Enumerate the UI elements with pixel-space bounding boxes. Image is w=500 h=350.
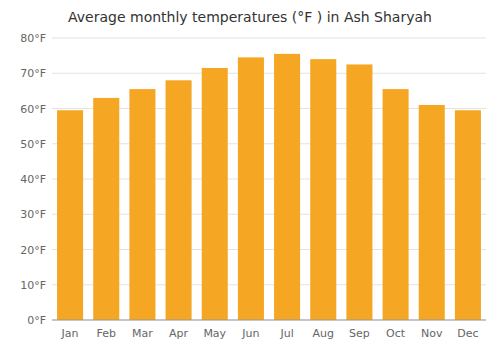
x-tick-label: Feb — [97, 327, 116, 340]
bar — [57, 110, 83, 320]
grid-line — [52, 38, 486, 39]
y-tick-label: 60°F — [20, 103, 46, 116]
grid-line — [52, 73, 486, 74]
y-tick-label: 10°F — [20, 279, 46, 292]
x-tick-label: Jun — [241, 327, 259, 340]
x-axis-line — [52, 320, 486, 321]
bar — [202, 68, 228, 320]
grid — [52, 38, 486, 320]
x-tick-label: Aug — [313, 327, 334, 340]
x-tick-label: Apr — [169, 327, 189, 340]
y-tick-label: 70°F — [20, 67, 46, 80]
x-tick-label: Jan — [61, 327, 79, 340]
x-tick-label: Nov — [421, 327, 443, 340]
bar — [238, 57, 264, 320]
y-tick-label: 20°F — [20, 244, 46, 257]
bar — [383, 89, 409, 320]
bar — [455, 110, 481, 320]
grid-line — [52, 320, 486, 321]
bar — [419, 105, 445, 320]
x-tick-label: Mar — [132, 327, 153, 340]
y-tick-label: 30°F — [20, 208, 46, 221]
chart: Average monthly temperatures (°F ) in As… — [0, 0, 500, 350]
x-tick-label: Dec — [457, 327, 478, 340]
bar — [274, 54, 300, 320]
bar — [346, 64, 372, 320]
x-tick-label: Sep — [349, 327, 370, 340]
y-tick-label: 0°F — [27, 314, 46, 327]
title: Average monthly temperatures (°F ) in As… — [68, 9, 432, 25]
y-tick-label: 50°F — [20, 138, 46, 151]
y-tick-label: 80°F — [20, 32, 46, 45]
x-tick-label: Oct — [386, 327, 406, 340]
background — [0, 0, 500, 350]
bar — [166, 80, 192, 320]
bar — [310, 59, 336, 320]
bar — [129, 89, 155, 320]
y-tick-label: 40°F — [20, 173, 46, 186]
bar — [93, 98, 119, 320]
x-tick-label: Jul — [279, 327, 293, 340]
x-tick-label: May — [203, 327, 226, 340]
